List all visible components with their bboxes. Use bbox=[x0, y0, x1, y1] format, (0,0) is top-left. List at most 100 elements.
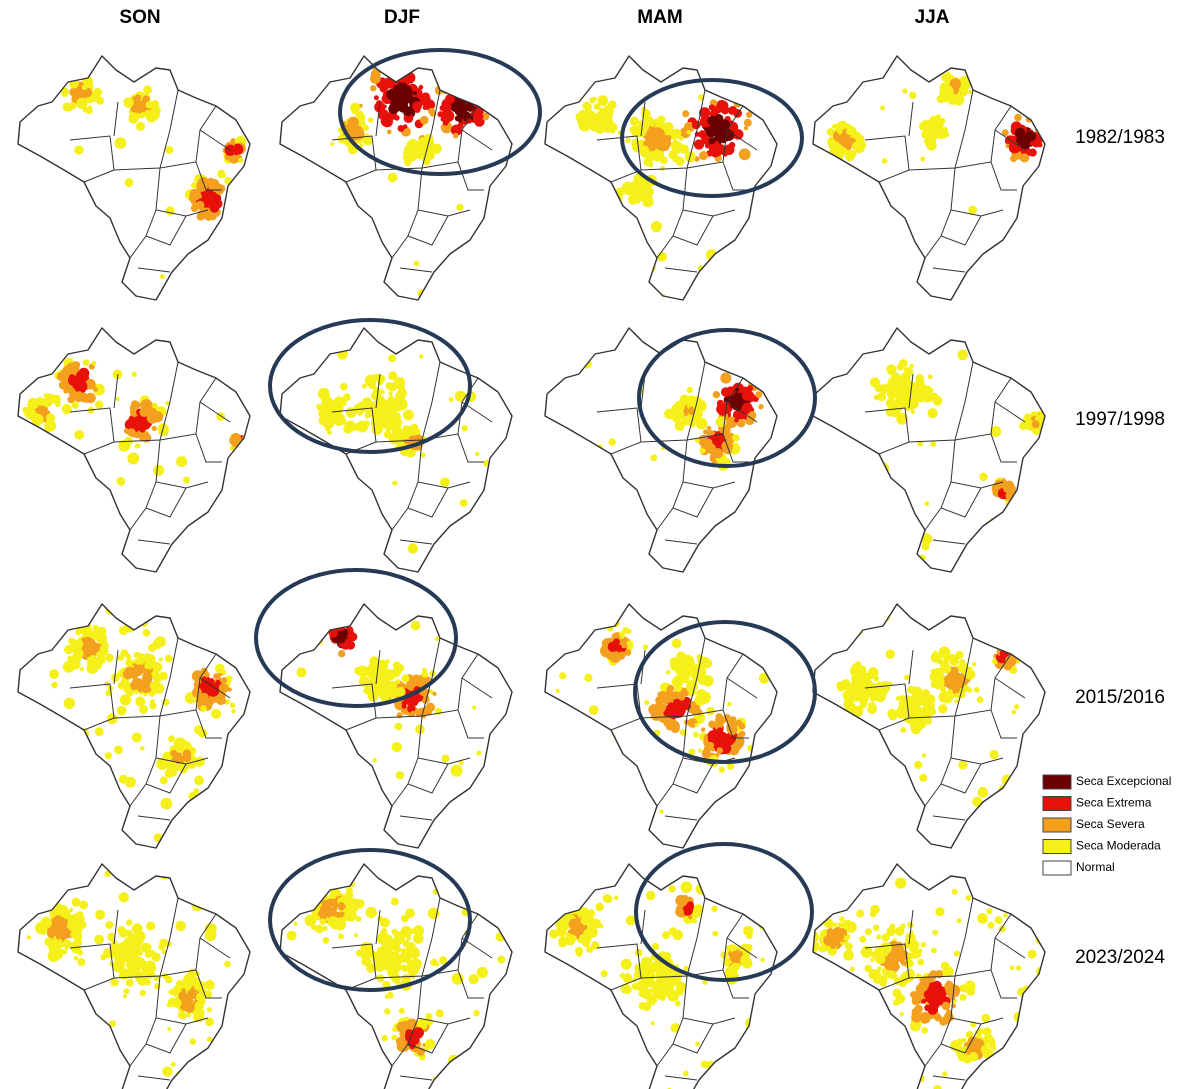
drought-cell bbox=[553, 611, 562, 620]
drought-cell bbox=[92, 361, 97, 366]
drought-cell bbox=[573, 874, 584, 885]
drought-cell bbox=[595, 903, 604, 912]
drought-cell bbox=[819, 868, 829, 878]
drought-cell bbox=[458, 80, 462, 84]
drought-cell bbox=[713, 151, 719, 157]
drought-cell bbox=[847, 1023, 859, 1035]
drought-cell bbox=[538, 877, 549, 888]
drought-cell bbox=[128, 314, 134, 320]
drought-cell bbox=[679, 673, 688, 682]
drought-cell bbox=[541, 1001, 546, 1006]
drought-cell bbox=[1033, 427, 1041, 435]
drought-cell bbox=[119, 775, 128, 784]
drought-cell bbox=[136, 664, 144, 672]
drought-cell bbox=[83, 284, 91, 292]
drought-cell bbox=[981, 1014, 990, 1023]
drought-cell bbox=[219, 542, 230, 553]
drought-cell bbox=[237, 54, 247, 64]
drought-cell bbox=[805, 1086, 811, 1089]
drought-cell bbox=[343, 393, 351, 401]
drought-cell bbox=[380, 917, 390, 927]
drought-cell bbox=[803, 869, 808, 874]
drought-cell bbox=[672, 140, 680, 148]
drought-cell bbox=[819, 945, 826, 952]
drought-cell bbox=[742, 389, 754, 401]
drought-cell bbox=[466, 89, 477, 100]
drought-cell bbox=[58, 939, 63, 944]
drought-cell bbox=[805, 1054, 814, 1063]
legend-swatch bbox=[1043, 775, 1071, 789]
drought-cell bbox=[141, 944, 148, 951]
drought-cell bbox=[642, 1002, 651, 1011]
drought-cell bbox=[328, 1043, 335, 1050]
drought-cell bbox=[88, 105, 92, 109]
drought-cell bbox=[93, 88, 102, 97]
drought-cell bbox=[392, 1027, 397, 1032]
drought-cell bbox=[35, 1037, 40, 1042]
drought-cell bbox=[473, 93, 479, 99]
drought-cell bbox=[935, 118, 943, 126]
drought-cell bbox=[757, 243, 767, 253]
drought-cell bbox=[720, 373, 731, 384]
drought-cell bbox=[1014, 114, 1022, 122]
drought-cell bbox=[202, 898, 206, 902]
drought-cell bbox=[62, 91, 68, 97]
drought-cell bbox=[315, 915, 320, 920]
brazil-map bbox=[545, 50, 777, 300]
drought-cell bbox=[411, 698, 416, 703]
drought-cell bbox=[691, 918, 697, 924]
brazil-map bbox=[7, 844, 253, 1089]
drought-cell bbox=[896, 696, 900, 700]
country-outline bbox=[18, 604, 250, 848]
drought-cell bbox=[54, 948, 63, 957]
drought-cell bbox=[188, 857, 193, 862]
drought-cell bbox=[228, 688, 232, 692]
drought-cell bbox=[458, 826, 463, 831]
drought-cell bbox=[656, 696, 661, 701]
drought-cell bbox=[695, 723, 699, 727]
legend-label: Seca Moderada bbox=[1076, 839, 1161, 853]
drought-cell bbox=[1007, 855, 1014, 862]
drought-cell bbox=[135, 94, 141, 100]
drought-cell bbox=[861, 1023, 865, 1027]
highlight-ellipses bbox=[256, 50, 815, 990]
drought-cell bbox=[760, 958, 765, 963]
drought-cell bbox=[382, 116, 393, 127]
drought-cell bbox=[654, 127, 662, 135]
drought-cell bbox=[620, 317, 629, 326]
drought-cell bbox=[670, 661, 679, 670]
drought-cell bbox=[152, 953, 161, 962]
drought-cell bbox=[838, 993, 849, 1004]
drought-cell bbox=[942, 664, 951, 673]
drought-cell bbox=[54, 1060, 58, 1064]
drought-cell bbox=[584, 674, 592, 682]
drought-cell bbox=[931, 999, 938, 1006]
drought-cell bbox=[304, 889, 312, 897]
drought-cell bbox=[588, 869, 598, 879]
drought-cell bbox=[874, 395, 879, 400]
drought-cell bbox=[324, 494, 328, 498]
drought-cell bbox=[7, 972, 17, 982]
legend-label: Seca Excepcional bbox=[1076, 774, 1171, 788]
drought-cell bbox=[270, 1016, 277, 1023]
drought-cell bbox=[35, 594, 43, 602]
drought-cell bbox=[1006, 895, 1014, 903]
drought-cell bbox=[566, 977, 573, 984]
drought-cell bbox=[59, 380, 68, 389]
drought-cell bbox=[880, 980, 887, 987]
country-outline bbox=[813, 56, 1045, 300]
drought-cell bbox=[473, 94, 481, 102]
drought-cell bbox=[497, 636, 505, 644]
drought-cell bbox=[338, 902, 345, 909]
drought-cell bbox=[708, 742, 714, 748]
drought-cell bbox=[931, 947, 937, 953]
drought-cell bbox=[200, 693, 209, 702]
drought-cell bbox=[74, 145, 83, 154]
row-label: 2015/2016 bbox=[1075, 687, 1165, 708]
drought-cell bbox=[453, 133, 459, 139]
drought-cell bbox=[992, 1047, 996, 1051]
drought-cell bbox=[133, 652, 139, 658]
drought-cell bbox=[673, 702, 681, 710]
drought-cell bbox=[811, 317, 816, 322]
drought-cell bbox=[232, 733, 236, 737]
